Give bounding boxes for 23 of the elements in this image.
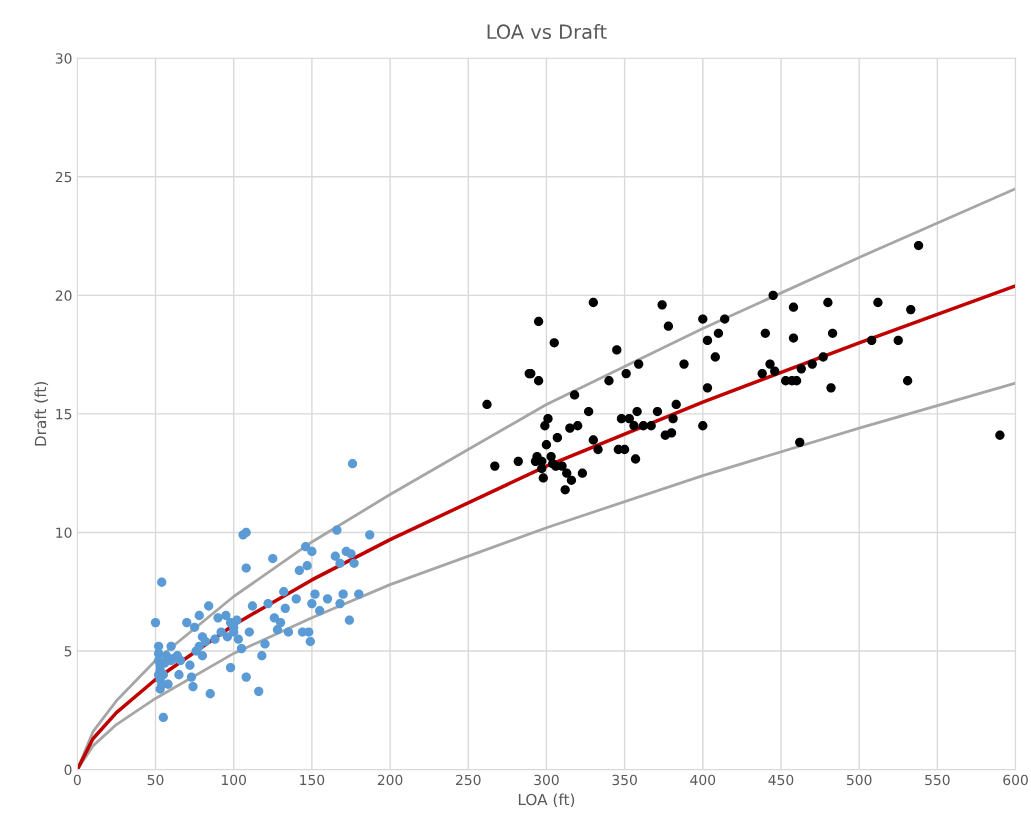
y-tick-label: 10 — [56, 527, 72, 538]
y-tick-label: 15 — [56, 409, 72, 420]
y-tick-label: 30 — [55, 53, 72, 64]
chart-title: LOA vs Draft — [487, 24, 607, 40]
y-tick-label: 20 — [55, 290, 72, 301]
x-tick-label: 350 — [612, 774, 637, 786]
x-axis-title: LOA (ft) — [518, 793, 575, 808]
x-tick-label: 150 — [300, 774, 325, 786]
x-tick-label: 0 — [73, 774, 81, 786]
x-tick-label: 250 — [456, 774, 481, 786]
y-axis-title: Draft (ft) — [34, 382, 49, 446]
x-tick-label: 450 — [768, 774, 794, 786]
y-tick-label: 25 — [55, 171, 72, 183]
y-tick-label: 5 — [64, 646, 72, 657]
x-tick-label: 50 — [147, 774, 164, 786]
x-tick-label: 200 — [377, 774, 403, 786]
x-tick-label: 300 — [534, 774, 559, 786]
x-tick-label: 100 — [221, 774, 247, 786]
x-tick-label: 400 — [690, 774, 716, 786]
y-tick-label: 0 — [64, 764, 72, 776]
x-tick-label: 500 — [846, 774, 872, 786]
x-tick-label: 600 — [1003, 774, 1028, 786]
x-tick-label: 550 — [925, 774, 950, 786]
